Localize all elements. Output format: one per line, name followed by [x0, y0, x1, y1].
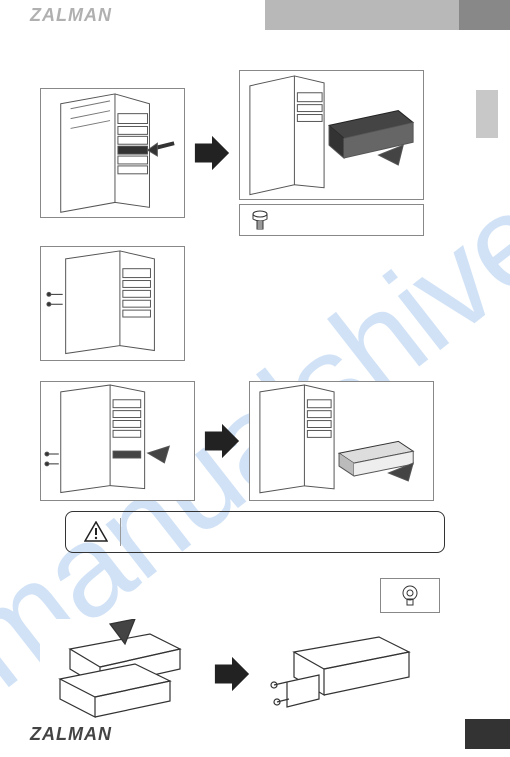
diagram-lower-bay-remove — [40, 381, 195, 501]
arrow-right-icon — [203, 422, 241, 460]
diagram-case-bay-remove — [40, 88, 185, 218]
warning-callout-box — [65, 511, 445, 553]
diagram-case-bay-open — [40, 246, 185, 361]
screw-callout-box-2 — [380, 578, 440, 613]
side-tab-marker — [476, 90, 498, 138]
warning-triangle-icon — [84, 521, 108, 543]
brand-logo-bottom: ZALMAN — [30, 724, 112, 745]
instruction-row-3 — [40, 381, 470, 501]
instruction-row-5 — [40, 619, 470, 729]
diagram-bracket-screws — [259, 627, 424, 722]
page-corner-marker — [465, 719, 510, 749]
lower-insert-icon — [250, 382, 433, 501]
diagram-bracket-mount — [40, 619, 205, 729]
header-bar: ZALMAN — [0, 0, 510, 30]
instruction-row-1 — [40, 70, 470, 236]
bracket-screws-icon — [259, 627, 424, 722]
page-body — [0, 30, 510, 749]
thumbscrew-icon — [399, 585, 421, 607]
screw-callout-box — [239, 204, 424, 236]
lower-bay-icon — [41, 382, 194, 500]
drive-insert-icon — [240, 71, 423, 200]
arrow-right-icon — [213, 655, 251, 693]
brand-logo-top: ZALMAN — [30, 5, 112, 26]
thumbscrew-icon — [250, 209, 270, 231]
warning-divider — [120, 518, 121, 546]
diagram-lower-drive-insert — [249, 381, 434, 501]
instruction-row-2 — [40, 246, 470, 361]
case-open-icon — [41, 247, 184, 360]
case-illustration-icon — [41, 89, 184, 217]
footer-bar: ZALMAN — [0, 719, 510, 749]
diagram-drive-insert — [239, 70, 424, 200]
arrow-right-icon — [193, 134, 231, 172]
bracket-mount-icon — [40, 619, 205, 729]
